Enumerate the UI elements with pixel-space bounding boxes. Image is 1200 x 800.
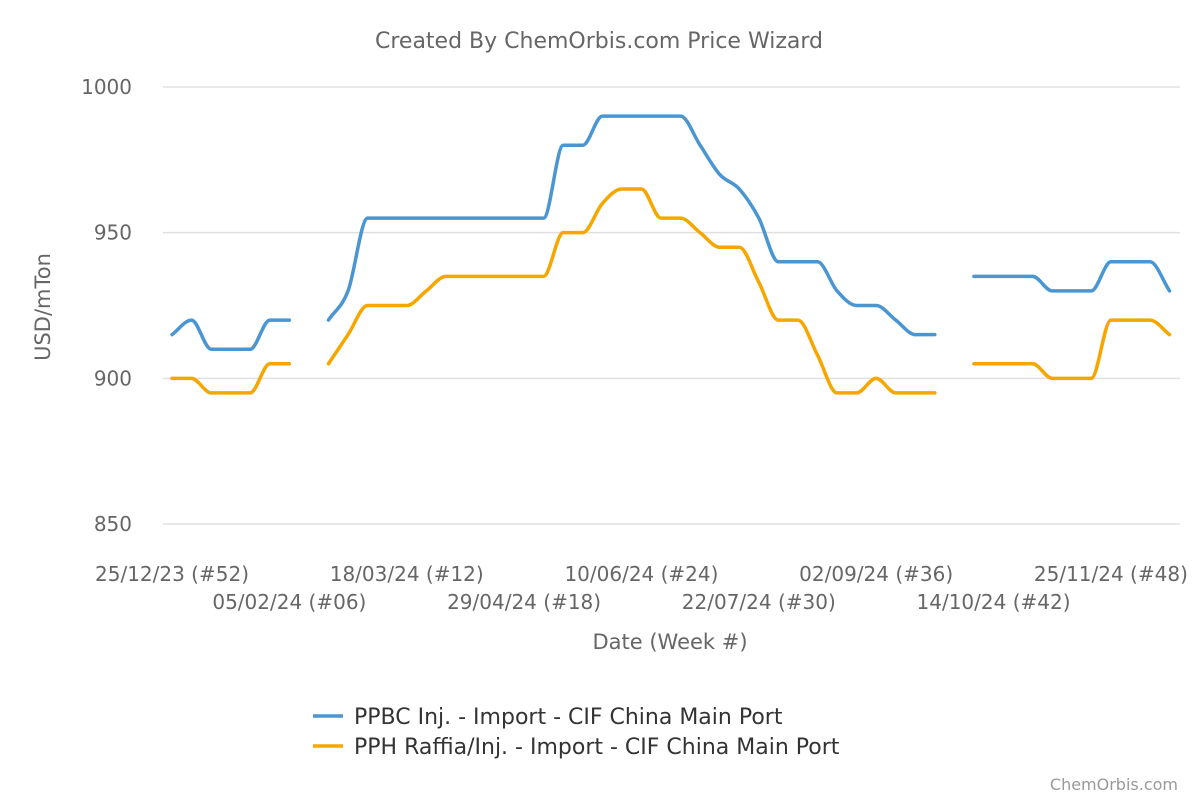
series-line-1 bbox=[170, 318, 292, 351]
y-tick-label: 850 bbox=[94, 512, 132, 536]
x-tick-label: 29/04/24 (#18) bbox=[447, 590, 601, 614]
legend-label-1: PPBC Inj. - Import - CIF China Main Port bbox=[354, 705, 783, 730]
x-tick-label: 25/12/23 (#52) bbox=[95, 562, 249, 586]
x-tick-label: 18/03/24 (#12) bbox=[330, 562, 484, 586]
x-tick-label: 05/02/24 (#06) bbox=[212, 590, 366, 614]
x-tick-label: 14/10/24 (#42) bbox=[917, 590, 1071, 614]
series-line-2 bbox=[972, 318, 1172, 381]
x-tick-label: 10/06/24 (#24) bbox=[564, 562, 718, 586]
x-tick-label: 25/11/24 (#48) bbox=[1034, 562, 1188, 586]
series-line-1 bbox=[972, 260, 1172, 293]
chart-title: Created By ChemOrbis.com Price Wizard bbox=[375, 29, 823, 54]
legend: PPBC Inj. - Import - CIF China Main Port… bbox=[313, 705, 840, 760]
series-line-2 bbox=[170, 362, 292, 395]
y-tick-label: 950 bbox=[94, 221, 132, 245]
x-tick-label: 02/09/24 (#36) bbox=[799, 562, 953, 586]
y-axis-label: USD/mTon bbox=[31, 253, 55, 361]
x-tick-label: 22/07/24 (#30) bbox=[682, 590, 836, 614]
y-tick-label: 1000 bbox=[81, 75, 132, 99]
legend-label-2: PPH Raffia/Inj. - Import - CIF China Mai… bbox=[354, 735, 840, 760]
y-tick-label: 900 bbox=[94, 366, 132, 390]
credit: ChemOrbis.com bbox=[1050, 775, 1178, 794]
series-line-2 bbox=[326, 187, 937, 395]
x-axis-label: Date (Week #) bbox=[592, 630, 747, 654]
series-line-1 bbox=[326, 114, 937, 337]
